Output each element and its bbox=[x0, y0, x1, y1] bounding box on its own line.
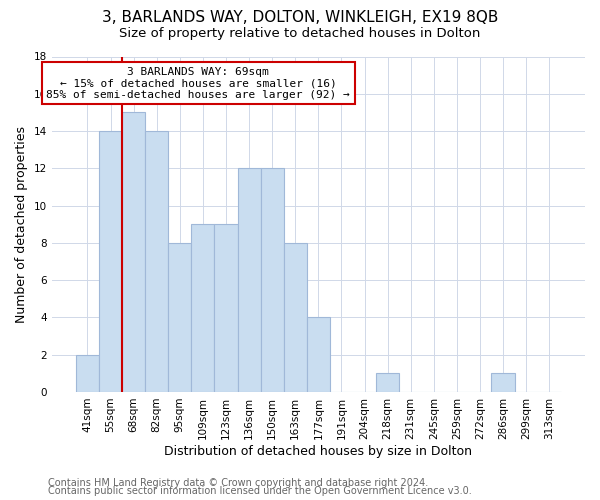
Text: Contains HM Land Registry data © Crown copyright and database right 2024.: Contains HM Land Registry data © Crown c… bbox=[48, 478, 428, 488]
Bar bbox=[238, 168, 260, 392]
Text: Contains public sector information licensed under the Open Government Licence v3: Contains public sector information licen… bbox=[48, 486, 472, 496]
Bar bbox=[145, 131, 168, 392]
Bar bbox=[99, 131, 122, 392]
X-axis label: Distribution of detached houses by size in Dolton: Distribution of detached houses by size … bbox=[164, 444, 472, 458]
Bar bbox=[307, 318, 330, 392]
Bar bbox=[260, 168, 284, 392]
Y-axis label: Number of detached properties: Number of detached properties bbox=[15, 126, 28, 322]
Bar bbox=[491, 374, 515, 392]
Bar bbox=[376, 374, 399, 392]
Text: 3 BARLANDS WAY: 69sqm
← 15% of detached houses are smaller (16)
85% of semi-deta: 3 BARLANDS WAY: 69sqm ← 15% of detached … bbox=[46, 66, 350, 100]
Bar bbox=[191, 224, 214, 392]
Bar bbox=[168, 243, 191, 392]
Bar bbox=[284, 243, 307, 392]
Text: 3, BARLANDS WAY, DOLTON, WINKLEIGH, EX19 8QB: 3, BARLANDS WAY, DOLTON, WINKLEIGH, EX19… bbox=[102, 10, 498, 25]
Text: Size of property relative to detached houses in Dolton: Size of property relative to detached ho… bbox=[119, 28, 481, 40]
Bar bbox=[122, 112, 145, 392]
Bar bbox=[76, 354, 99, 392]
Bar bbox=[214, 224, 238, 392]
